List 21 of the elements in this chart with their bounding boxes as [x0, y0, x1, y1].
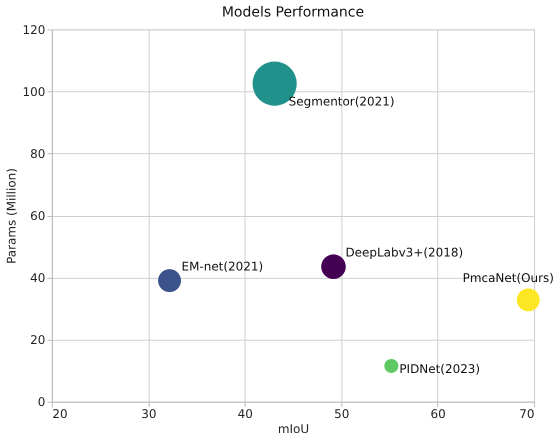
- x-axis-title: mIoU: [278, 422, 310, 436]
- series-label: PIDNet(2023): [399, 362, 480, 376]
- y-tick-label: 100: [22, 84, 46, 99]
- x-tick-label: 70: [519, 407, 535, 422]
- y-tick-label: 20: [30, 333, 46, 348]
- x-tick-label: 60: [430, 407, 446, 422]
- x-tick-label: 20: [52, 407, 68, 422]
- series-label: EM-net(2021): [182, 260, 264, 274]
- y-tick-label: 120: [22, 22, 46, 37]
- series-label: DeepLabv3+(2018): [345, 246, 464, 260]
- series-label: PmcaNet(Ours): [462, 270, 554, 285]
- y-axis-title: Params (Million): [4, 168, 19, 264]
- y-tick-label: 0: [38, 395, 46, 410]
- y-tick-label: 80: [30, 146, 46, 161]
- x-tick-label: 40: [238, 407, 253, 422]
- x-tick-label: 50: [334, 407, 350, 422]
- series-label: Segmentor(2021): [288, 94, 395, 109]
- chart-title: Models Performance: [222, 4, 364, 20]
- y-tick-label: 40: [30, 271, 46, 286]
- y-tick-label: 60: [30, 209, 46, 223]
- x-tick-label: 30: [141, 407, 156, 422]
